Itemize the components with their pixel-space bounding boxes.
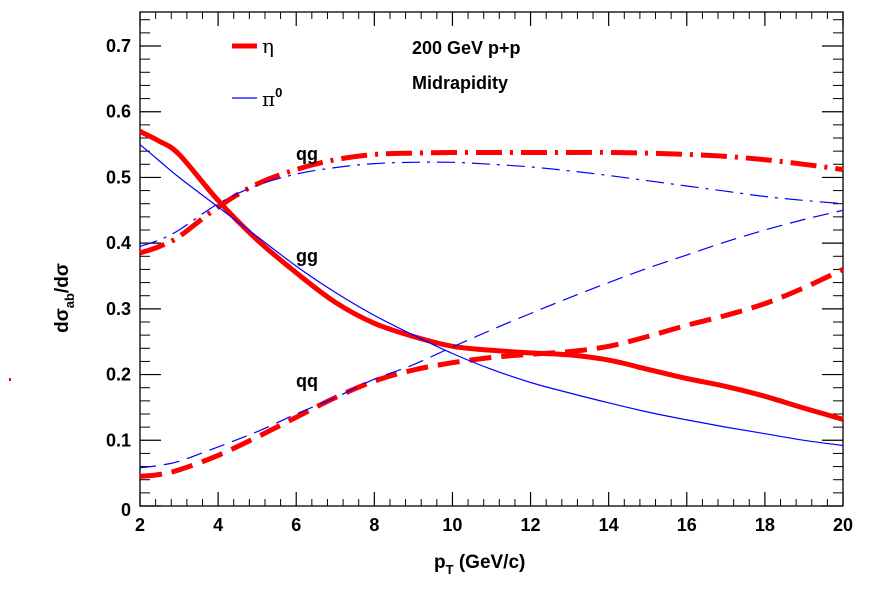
y-axis-title-prefix: dσ <box>52 308 73 333</box>
legend-pi0-label: π0 <box>262 85 282 111</box>
x-tick-label: 2 <box>135 515 145 535</box>
series-eta-gg <box>138 129 844 422</box>
series-pi0-qg <box>139 161 844 247</box>
x-axis-title-rest: (GeV/c) <box>454 552 526 573</box>
x-tick-label: 16 <box>677 515 697 535</box>
tick-labels: 2 4 6 8 10 12 14 16 18 20 0 0.1 0.2 0.3 0.4 0.5 0.6 0.7 <box>106 36 853 535</box>
label-qq: qq <box>296 371 318 391</box>
x-tick-label: 20 <box>833 515 853 535</box>
header-energy: 200 GeV p+p <box>412 38 521 58</box>
x-tick-label: 8 <box>369 515 379 535</box>
y-axis-title-sub: ab <box>62 293 77 308</box>
y-tick-label: 0 <box>121 500 131 520</box>
x-axis-title-main: p <box>434 552 446 573</box>
x-tick-label: 4 <box>213 515 223 535</box>
y-axis-title: dσab/dσ <box>52 263 77 333</box>
y-tick-label: 0.6 <box>106 102 131 122</box>
plot-frame <box>139 11 844 507</box>
y-tick-label: 0.2 <box>106 365 131 385</box>
y-tick-label: 0.5 <box>106 167 131 187</box>
x-tick-label: 6 <box>291 515 301 535</box>
y-tick-label: 0.1 <box>106 430 131 450</box>
x-tick-label: 18 <box>755 515 775 535</box>
series-pi0-qq <box>139 209 844 469</box>
legend-eta-label: η <box>262 34 274 58</box>
legend-pi0-sup: 0 <box>275 85 282 100</box>
series-eta-qg <box>139 149 844 256</box>
x-axis-title: pT (GeV/c) <box>434 552 525 577</box>
header-rapidity: Midrapidity <box>412 73 508 93</box>
legend: η π0 <box>232 34 282 111</box>
series-eta-qq <box>139 267 845 479</box>
y-tick-label: 0.7 <box>106 36 131 56</box>
axis-ticks <box>139 12 844 507</box>
x-tick-label: 14 <box>599 515 619 535</box>
y-axis-title-suffix: /dσ <box>52 263 73 293</box>
y-tick-label: 0.4 <box>106 233 131 253</box>
label-qg: qg <box>296 144 318 164</box>
series-lines <box>138 129 845 479</box>
label-gg: gg <box>296 246 318 266</box>
legend-pi0-base: π <box>262 87 275 111</box>
x-axis-title-sub: T <box>446 562 454 577</box>
x-tick-label: 12 <box>521 515 541 535</box>
stray-mark <box>9 378 11 381</box>
y-tick-label: 0.3 <box>106 299 131 319</box>
x-tick-label: 10 <box>442 515 462 535</box>
series-pi0-gg <box>139 144 844 447</box>
